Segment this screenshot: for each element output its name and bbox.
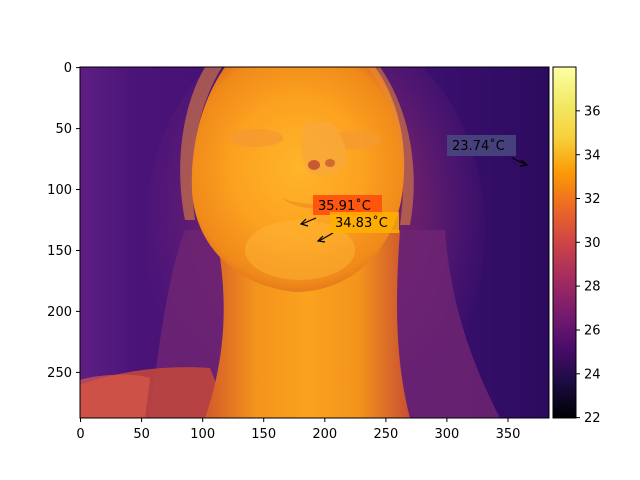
colorbar-tick-label: 24 — [584, 367, 601, 382]
x-tick-label: 150 — [251, 427, 276, 442]
annotation-35-91: 35.91˚C — [313, 195, 382, 215]
x-tick-label: 200 — [312, 427, 337, 442]
y-tick-label: 200 — [47, 305, 72, 320]
y-axis: 0 50 100 150 200 250 — [47, 61, 80, 381]
svg-text:23.74˚C: 23.74˚C — [452, 138, 505, 154]
svg-text:34.83˚C: 34.83˚C — [335, 215, 388, 231]
x-tick-label: 300 — [434, 427, 459, 442]
svg-text:35.91˚C: 35.91˚C — [318, 198, 371, 214]
x-tick-label: 0 — [76, 427, 84, 442]
colorbar-tick-label: 22 — [584, 411, 601, 426]
y-tick-label: 150 — [47, 244, 72, 259]
annotation-34-83: 34.83˚C — [330, 212, 399, 233]
annotation-arrows — [299, 157, 529, 243]
y-tick-label: 50 — [55, 122, 72, 137]
x-tick-label: 250 — [373, 427, 398, 442]
y-tick-label: 100 — [47, 183, 72, 198]
colorbar-tick-label: 30 — [584, 236, 601, 251]
y-tick-label: 0 — [64, 61, 72, 76]
x-axis: 0 50 100 150 200 250 300 350 — [76, 418, 520, 442]
x-tick-label: 350 — [496, 427, 521, 442]
x-tick-label: 50 — [133, 427, 150, 442]
annotation-23-74: 23.74˚C — [447, 135, 516, 156]
colorbar: 22 24 26 28 30 32 34 36 — [552, 66, 601, 426]
x-tick-label: 100 — [190, 427, 215, 442]
colorbar-tick-label: 36 — [584, 104, 601, 119]
colorbar-tick-label: 32 — [584, 192, 601, 207]
colorbar-tick-label: 34 — [584, 148, 601, 163]
thermal-image — [80, 67, 549, 418]
colorbar-tick-label: 26 — [584, 324, 601, 339]
plot-frame — [79, 66, 550, 419]
colorbar-tick-label: 28 — [584, 280, 601, 295]
y-tick-label: 250 — [47, 366, 72, 381]
